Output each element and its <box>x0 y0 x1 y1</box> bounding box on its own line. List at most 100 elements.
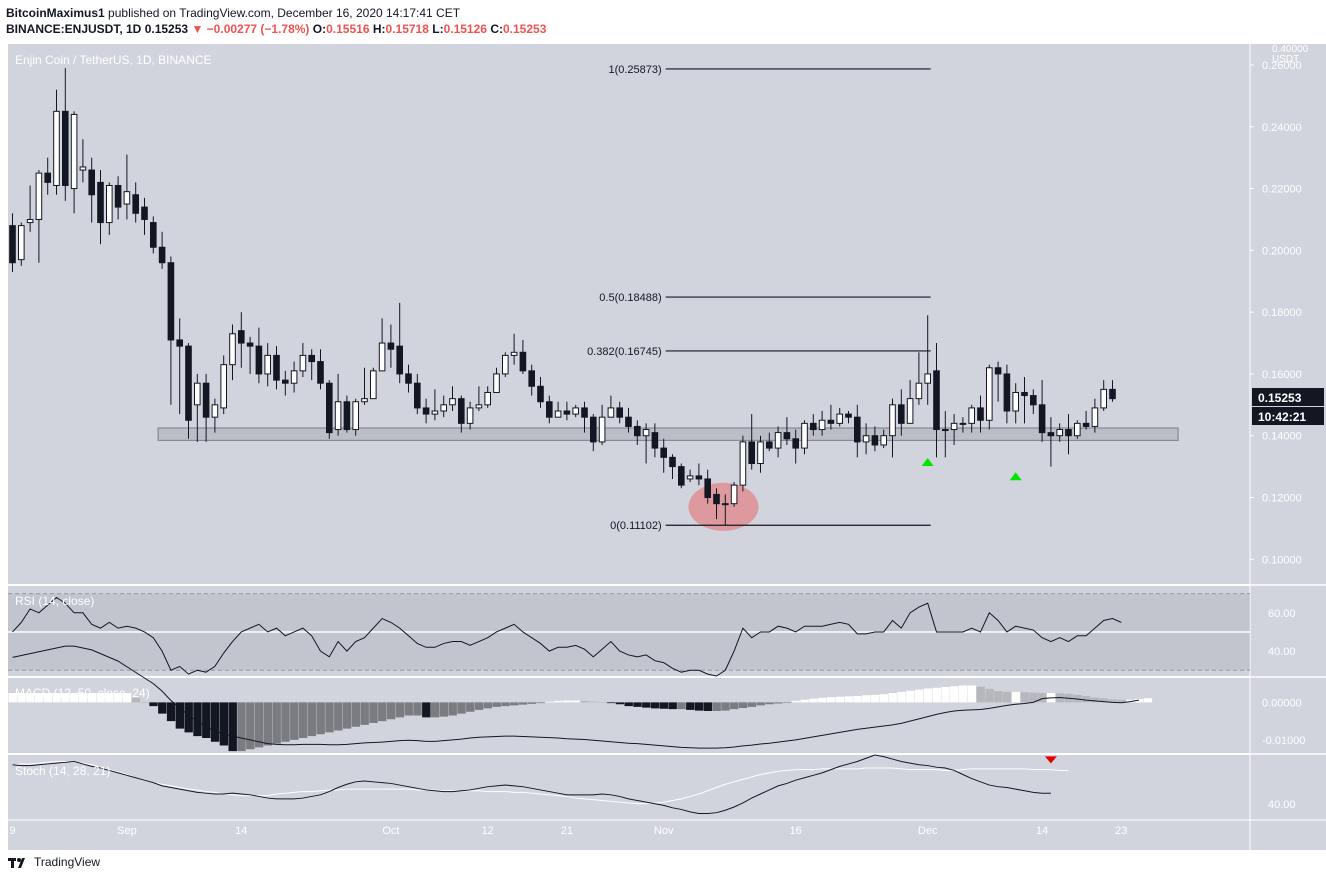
price-tick-label: 0.24000 <box>1262 122 1302 134</box>
candle-body-down <box>1003 373 1011 412</box>
candle <box>519 339 527 374</box>
macd-histogram-bar <box>140 702 149 703</box>
candle <box>26 185 34 232</box>
candle-body-up <box>801 422 808 449</box>
close-value: 0.15253 <box>502 22 547 36</box>
time-tick-label: Sep <box>117 825 137 837</box>
candle <box>889 398 896 458</box>
candle <box>123 154 131 220</box>
macd-histogram-bar <box>914 689 924 703</box>
tradingview-logo-icon <box>8 858 25 868</box>
candle-body-down <box>748 441 756 465</box>
stoch-label: Stoch (14, 28, 21) <box>15 764 110 778</box>
open-value: 0.15516 <box>326 22 370 36</box>
macd-label: MACD (12, 50, close, 24) <box>15 686 150 700</box>
chart-title: Enjin Coin / TetherUS, 1D, BINANCE <box>15 53 212 67</box>
candle <box>1074 420 1081 439</box>
candle-body-up <box>1074 422 1081 437</box>
candle <box>88 157 96 223</box>
candle-body-up <box>642 429 650 437</box>
candle <box>361 367 368 405</box>
candle-body-down <box>396 345 403 375</box>
candle-body-up <box>352 401 359 431</box>
macd-histogram-bar <box>272 702 281 744</box>
macd-histogram-bar <box>897 691 906 703</box>
candle-body-up <box>607 407 615 418</box>
macd-histogram-bar <box>52 693 61 703</box>
macd-histogram-bar <box>958 685 968 703</box>
candle <box>766 432 773 452</box>
candle <box>211 398 219 433</box>
macd-histogram-bar <box>422 702 431 718</box>
candle <box>141 197 148 235</box>
candle-body-down <box>616 407 624 418</box>
candle <box>651 423 659 458</box>
candle <box>686 469 694 483</box>
candle <box>1021 377 1028 424</box>
stoch-pane-background <box>8 755 1250 820</box>
macd-histogram-bar <box>378 702 387 722</box>
price-tick-label: 0.26000 <box>1262 60 1302 72</box>
candle-body-up <box>880 435 888 446</box>
publish-line: BitcoinMaximus1 published on TradingView… <box>6 6 460 20</box>
candle <box>502 352 509 378</box>
macd-histogram-bar <box>87 693 97 703</box>
candle <box>282 370 289 396</box>
macd-histogram-bar <box>782 702 792 703</box>
candle-body-up <box>950 422 958 431</box>
time-tick-label: 21 <box>561 825 573 837</box>
candle <box>942 411 949 458</box>
candle-body-down <box>273 354 280 381</box>
candle <box>510 333 518 365</box>
candle-body-up <box>686 475 694 480</box>
candle-body-down <box>414 382 421 409</box>
time-tick-label: 9 <box>9 825 15 837</box>
high-value: 0.15718 <box>385 22 429 36</box>
footer-brand[interactable]: TradingView <box>34 855 101 869</box>
publisher-name[interactable]: BitcoinMaximus1 <box>6 6 105 20</box>
candle-body-down <box>528 370 536 387</box>
candle <box>35 170 43 263</box>
macd-histogram-bar <box>193 702 202 737</box>
macd-histogram-bar <box>642 702 651 708</box>
price-chart[interactable]: Enjin Coin / TetherUS, 1D, BINANCE USDT0.… <box>0 0 1326 850</box>
symbol-line: BINANCE:ENJUSDT, 1D 0.15253 ▼ −0.00277 (… <box>6 22 546 36</box>
candle-body-down <box>458 398 465 424</box>
candle-body-up <box>466 407 474 424</box>
candle <box>97 170 104 245</box>
macd-histogram-bar <box>747 702 757 707</box>
macd-histogram-bar <box>800 699 809 703</box>
macd-histogram-bar <box>307 702 317 737</box>
current-price-tag <box>1252 388 1324 407</box>
candle <box>1065 414 1072 455</box>
main-pane-background <box>8 44 1250 584</box>
candle <box>924 315 932 405</box>
macd-histogram-bar <box>650 702 660 709</box>
candle-body-down <box>678 466 685 486</box>
macd-histogram-bar <box>809 698 818 703</box>
candle <box>440 395 447 418</box>
macd-histogram-bar <box>448 702 457 716</box>
candle-body-down <box>317 361 324 384</box>
candle <box>862 423 870 455</box>
candle-body-down <box>660 447 668 458</box>
macd-histogram-bar <box>404 702 413 716</box>
macd-histogram-bar <box>606 702 616 704</box>
candle <box>572 404 580 418</box>
candle-body-down <box>343 401 351 431</box>
time-tick-label: 12 <box>482 825 494 837</box>
macd-histogram-bar <box>184 702 193 733</box>
macd-histogram-bar <box>518 702 528 705</box>
macd-tick-label: -0.01000 <box>1262 735 1305 747</box>
candle-body-down <box>1082 422 1090 427</box>
time-axis-background <box>8 820 1326 850</box>
candle <box>810 414 817 436</box>
candle <box>387 324 395 368</box>
candle <box>449 386 456 412</box>
candle-body-down <box>977 407 984 421</box>
macd-histogram-bar <box>210 702 220 742</box>
candle <box>308 349 315 381</box>
macd-histogram-bar <box>219 702 229 746</box>
candle-body-up <box>334 401 342 431</box>
macd-histogram-bar <box>263 702 273 746</box>
